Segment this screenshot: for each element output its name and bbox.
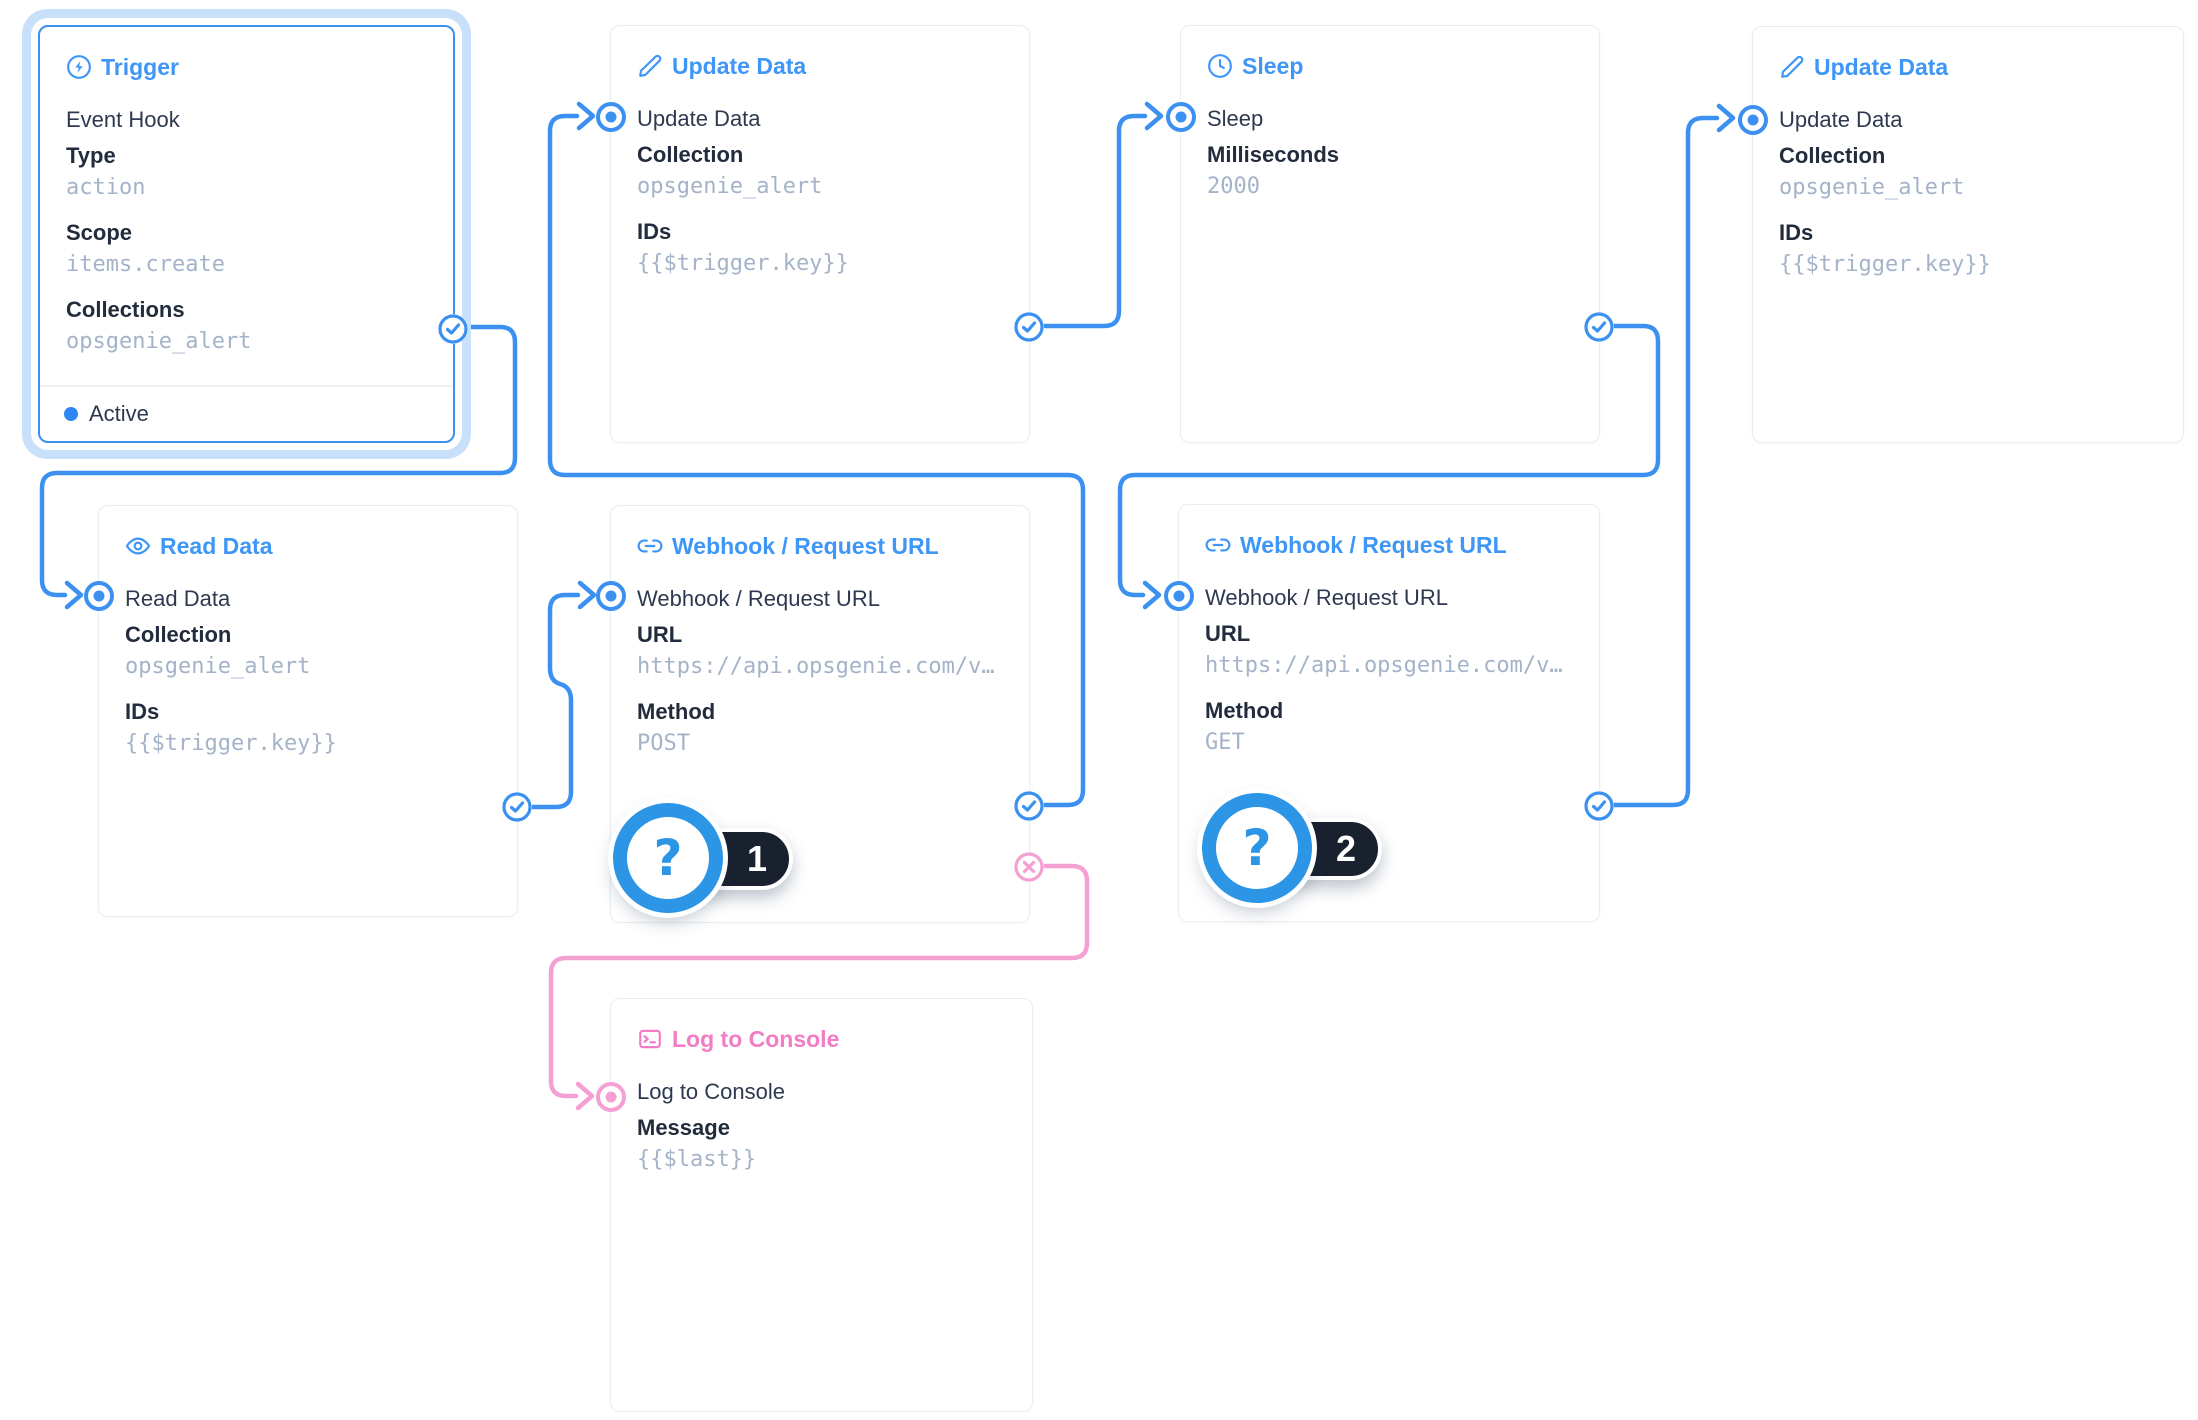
edge-arrowhead: [1142, 580, 1162, 610]
field-label: URL: [637, 622, 683, 647]
clock-icon: [1208, 54, 1232, 78]
field-label: Method: [1205, 698, 1284, 723]
resolve-port-webhook-post[interactable]: [1014, 791, 1044, 821]
field-value: {{$trigger.key}}: [1779, 252, 1991, 277]
field-value: POST: [637, 731, 690, 756]
input-port-sleep[interactable]: [1166, 102, 1196, 132]
question-mark-icon: ?: [1202, 793, 1312, 903]
unresolved-badge-2[interactable]: 2 ?: [1202, 793, 1382, 905]
edge-arrowhead: [575, 1081, 595, 1111]
field-label: IDs: [637, 219, 672, 244]
check-circle-icon: [1584, 791, 1614, 821]
field-value: action: [66, 175, 146, 200]
field-label: Collections: [66, 297, 185, 322]
check-circle-icon: [1584, 312, 1614, 342]
eye-icon: [125, 537, 151, 555]
node-title: Update Data: [1779, 54, 2157, 80]
field-label: IDs: [1779, 220, 1814, 245]
input-port-log-to-console[interactable]: [596, 1082, 626, 1112]
pencil-icon: [1781, 55, 1804, 78]
node-title: Webhook / Request URL: [637, 533, 1003, 559]
field-label: Milliseconds: [1207, 142, 1340, 167]
node-subtitle: Update Data: [637, 106, 761, 131]
x-circle-icon: [1014, 852, 1044, 882]
node-title: Log to Console: [637, 1026, 1006, 1052]
resolve-port-sleep[interactable]: [1584, 312, 1614, 342]
field-value: {{$last}}: [637, 1147, 757, 1172]
bolt-circle-icon: [67, 55, 91, 79]
field-value: opsgenie_alert: [1779, 175, 1965, 200]
node-title: Update Data: [637, 53, 1003, 79]
field-value: 2000: [1207, 174, 1260, 199]
trigger-status: Active: [40, 385, 453, 441]
edge-read-data-webhook-post: [530, 592, 581, 810]
node-subtitle: Webhook / Request URL: [1205, 585, 1448, 610]
node-trigger[interactable]: Trigger Event Hook Type action Scope ite…: [38, 25, 468, 443]
field-label: Scope: [66, 220, 133, 245]
node-title: Webhook / Request URL: [1205, 532, 1573, 558]
node-log-to-console[interactable]: Log to Console Log to Console Message {{…: [596, 998, 1033, 1412]
node-update-data-1[interactable]: Update Data Update Data Collection opsge…: [596, 25, 1044, 443]
field-value: https://api.opsgenie.com/v…: [1205, 653, 1563, 678]
check-circle-icon: [502, 792, 532, 822]
node-subtitle: Sleep: [1207, 106, 1264, 131]
check-circle-icon: [1014, 791, 1044, 821]
link-icon: [637, 539, 663, 553]
edge-update-data-1-sleep: [1042, 113, 1148, 329]
link-icon: [1205, 538, 1231, 552]
field-value: https://api.opsgenie.com/v…: [637, 654, 995, 679]
node-subtitle: Webhook / Request URL: [637, 586, 880, 611]
status-dot-icon: [64, 407, 78, 421]
check-circle-icon: [1014, 312, 1044, 342]
node-title: Trigger: [66, 54, 427, 80]
field-value: opsgenie_alert: [125, 654, 311, 679]
field-label: Collection: [637, 142, 744, 167]
field-label: Collection: [1779, 143, 1886, 168]
field-value: opsgenie_alert: [66, 329, 252, 354]
input-port-webhook-post[interactable]: [596, 581, 626, 611]
edge-arrowhead: [64, 580, 84, 610]
node-update-data-2[interactable]: Update Data Update Data Collection opsge…: [1738, 26, 2184, 443]
node-subtitle: Read Data: [125, 586, 231, 611]
edge-arrowhead: [576, 101, 596, 131]
edge-webhook-get-update-data-2: [1611, 115, 1720, 808]
resolve-port-read-data[interactable]: [502, 792, 532, 822]
resolve-port-update-data-1[interactable]: [1014, 312, 1044, 342]
field-value: GET: [1205, 730, 1245, 755]
field-value: opsgenie_alert: [637, 174, 823, 199]
node-subtitle: Event Hook: [66, 107, 180, 132]
check-circle-icon: [438, 314, 468, 344]
resolve-port-webhook-get[interactable]: [1584, 791, 1614, 821]
field-value: items.create: [66, 252, 225, 277]
resolve-port-trigger[interactable]: [438, 314, 468, 344]
input-port-read-data[interactable]: [84, 581, 114, 611]
field-value: {{$trigger.key}}: [637, 251, 849, 276]
field-label: IDs: [125, 699, 160, 724]
field-label: Type: [66, 143, 116, 168]
status-label: Active: [89, 401, 149, 426]
field-value: {{$trigger.key}}: [125, 731, 337, 756]
node-read-data[interactable]: Read Data Read Data Collection opsgenie_…: [84, 505, 532, 917]
node-sleep[interactable]: Sleep Sleep Milliseconds 2000: [1166, 25, 1614, 443]
field-label: URL: [1205, 621, 1251, 646]
input-port-webhook-get[interactable]: [1164, 581, 1194, 611]
question-mark-icon: ?: [613, 803, 723, 913]
terminal-icon: [639, 1029, 661, 1049]
field-label: Method: [637, 699, 716, 724]
node-title: Read Data: [125, 533, 491, 559]
input-port-update-data-1[interactable]: [596, 102, 626, 132]
node-subtitle: Update Data: [1779, 107, 1903, 132]
reject-port-webhook-post[interactable]: [1014, 852, 1044, 882]
node-subtitle: Log to Console: [637, 1079, 785, 1104]
edge-arrowhead: [577, 580, 597, 610]
field-label: Collection: [125, 622, 232, 647]
input-port-update-data-2[interactable]: [1738, 105, 1768, 135]
field-label: Message: [637, 1115, 730, 1140]
edge-arrowhead: [1716, 103, 1736, 133]
unresolved-badge-1[interactable]: 1 ?: [613, 803, 793, 915]
pencil-icon: [639, 54, 662, 77]
node-title: Sleep: [1207, 53, 1573, 79]
edge-arrowhead: [1144, 101, 1164, 131]
